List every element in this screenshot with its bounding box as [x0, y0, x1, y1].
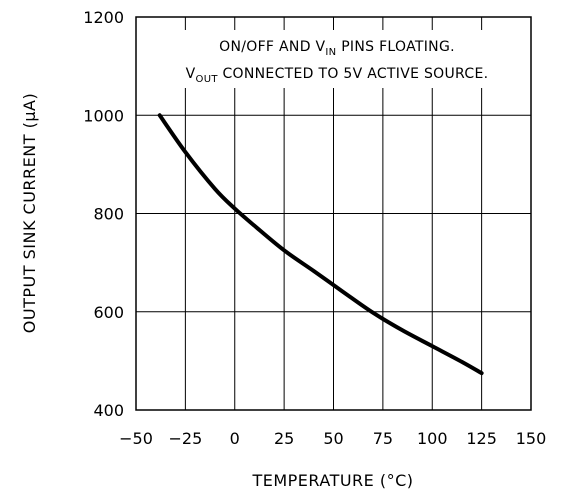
y-tick-labels: 400 600 800 1000 1200	[83, 8, 124, 420]
x-tick-label: 50	[323, 429, 343, 448]
x-tick-label: 100	[417, 429, 448, 448]
y-tick-label: 400	[93, 401, 124, 420]
x-tick-label: −50	[119, 429, 153, 448]
y-axis-label: OUTPUT SINK CURRENT (μA)	[20, 93, 39, 333]
x-tick-label: 75	[373, 429, 393, 448]
x-tick-label: 0	[230, 429, 240, 448]
x-tick-label: 125	[466, 429, 497, 448]
y-tick-label: 800	[93, 205, 124, 224]
x-tick-labels: −50 −25 0 25 50 75 100 125 150	[119, 429, 546, 448]
series-line-group	[157, 113, 484, 376]
grid-lines	[136, 17, 531, 410]
x-tick-label: 150	[516, 429, 547, 448]
y-tick-label: 1200	[83, 8, 124, 27]
y-tick-label: 600	[93, 303, 124, 322]
x-axis-label: TEMPERATURE (°C)	[251, 471, 413, 490]
y-tick-label: 1000	[83, 106, 124, 125]
annotation-line-1: ON/OFF AND VIN PINS FLOATING.	[219, 39, 455, 58]
annotation-line-2: VOUT CONNECTED TO 5V ACTIVE SOURCE.	[186, 66, 489, 85]
annotation-background	[168, 30, 508, 88]
plot-frame	[135, 16, 532, 411]
series-line	[157, 113, 484, 376]
x-tick-label: −25	[168, 429, 202, 448]
x-tick-label: 25	[274, 429, 294, 448]
